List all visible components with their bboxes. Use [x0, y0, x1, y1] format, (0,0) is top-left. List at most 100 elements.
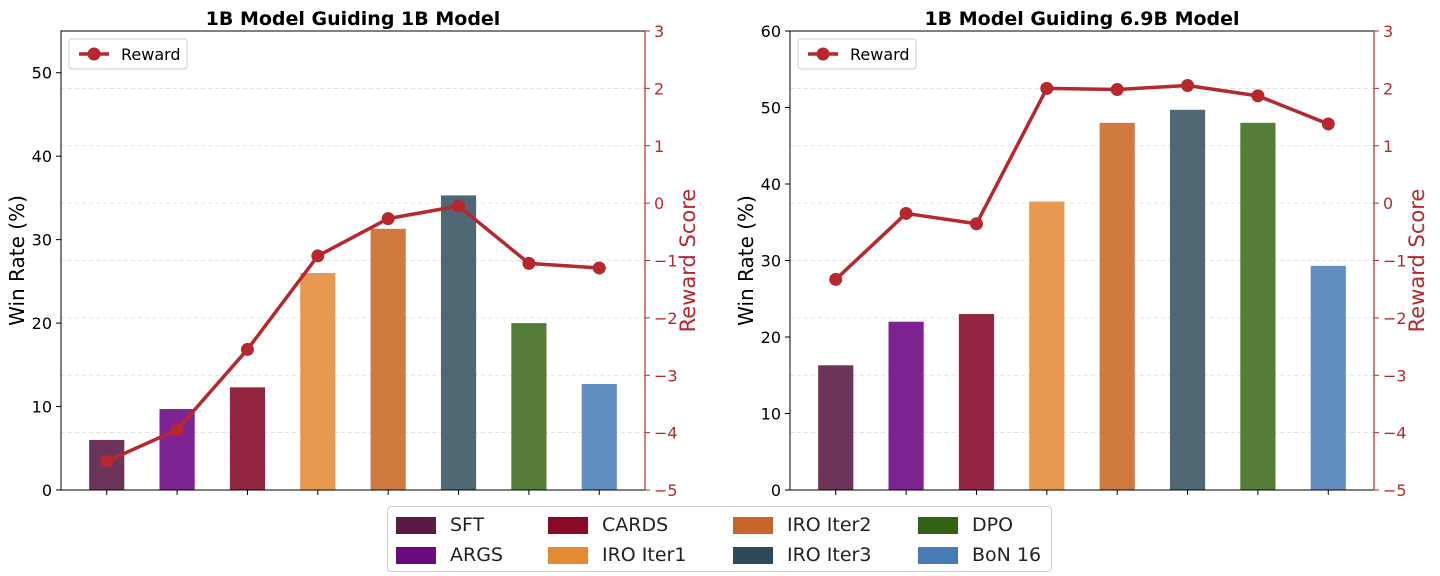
y-tick-label: 50	[761, 99, 781, 118]
reward-point	[1110, 83, 1124, 97]
legend-label-args: ARGS	[450, 544, 503, 566]
bar-dpo	[511, 323, 547, 490]
legend-item-iro-iter1: IRO Iter1	[548, 543, 686, 567]
legend-label-cards: CARDS	[602, 514, 669, 536]
legend: SFT ARGS CARDS IRO Iter1 IRO Iter2 IRO I…	[387, 506, 1052, 572]
reward-point	[311, 249, 325, 263]
reward-point	[899, 206, 913, 220]
y-tick-label: 30	[761, 252, 781, 271]
legend-swatch-iro-iter3	[733, 546, 773, 564]
legend-label-iro-iter3: IRO Iter3	[787, 544, 872, 566]
y2-tick-label: 2	[654, 79, 664, 98]
legend-swatch-iro-iter2	[733, 516, 773, 534]
legend-swatch-sft	[396, 516, 436, 534]
reward-legend-marker	[816, 47, 830, 61]
reward-legend-label: Reward	[850, 45, 910, 64]
reward-point	[100, 454, 114, 468]
y2-tick-label: −3	[654, 366, 678, 385]
legend-swatch-bon-16	[918, 546, 958, 564]
y2-axis-label: Reward Score	[676, 189, 700, 333]
reward-legend	[68, 38, 188, 70]
reward-line	[106, 204, 600, 463]
bar-bon-16	[581, 384, 617, 490]
bar-args	[159, 409, 195, 490]
bar-sft	[818, 365, 854, 490]
y-tick-label: 40	[761, 175, 781, 194]
bar-iro-iter2	[1099, 122, 1135, 491]
reward-point	[969, 217, 983, 231]
y2-tick-label: −3	[1383, 366, 1407, 385]
bar-iro-iter1	[300, 273, 336, 490]
legend-swatch-args	[396, 546, 436, 564]
legend-swatch-cards	[548, 516, 588, 534]
chart-panel-2: 0 10 20 30 40 50 60 −5 −4 −3 −2 −1 0 1 2 3 1B Model Guid…	[734, 8, 1429, 500]
y-tick-label: 50	[32, 64, 52, 83]
bar-iro-iter1	[1029, 201, 1065, 490]
legend-label-bon-16: BoN 16	[972, 544, 1042, 566]
bar-iro-iter3	[1169, 109, 1206, 491]
y2-tick-label: 2	[1383, 79, 1393, 98]
reward-point	[381, 212, 395, 226]
legend-swatch-dpo	[918, 516, 958, 534]
y-tick-label: 60	[761, 22, 781, 41]
y2-tick-label: 0	[654, 194, 664, 213]
bar-cards	[229, 387, 266, 490]
y-tick-label: 10	[32, 398, 52, 417]
legend-item-args: ARGS	[396, 543, 503, 567]
y-tick-label: 0	[42, 481, 52, 500]
legend-item-sft: SFT	[396, 513, 484, 537]
y2-tick-label: −2	[654, 309, 678, 328]
bar-dpo	[1240, 122, 1276, 491]
bar-args	[888, 321, 924, 490]
y2-tick-label: −5	[1383, 481, 1407, 500]
reward-point	[1181, 79, 1195, 93]
legend-item-bon-16: BoN 16	[918, 543, 1041, 567]
y2-tick-label: 3	[654, 22, 664, 41]
y2-tick-label: −2	[1383, 309, 1407, 328]
reward-legend-label: Reward	[121, 45, 181, 64]
legend-label-dpo: DPO	[972, 514, 1014, 536]
reward-point	[592, 261, 606, 275]
reward-legend-marker	[87, 47, 101, 61]
chart-title: 1B Model Guiding 1B Model	[206, 8, 501, 30]
legend-item-iro-iter3: IRO Iter3	[733, 543, 871, 567]
y-tick-label: 30	[32, 231, 52, 250]
y2-tick-label: −5	[654, 481, 678, 500]
legend-item-iro-iter2: IRO Iter2	[733, 513, 871, 537]
y2-tick-label: −4	[654, 424, 678, 443]
reward-point	[829, 272, 843, 286]
legend-swatch-iro-iter1	[548, 546, 588, 564]
bar-iro-iter2	[370, 228, 406, 490]
reward-point	[240, 342, 254, 356]
y2-tick-label: −4	[1383, 424, 1407, 443]
reward-point	[1040, 81, 1054, 95]
y-axis-label: Win Rate (%)	[5, 195, 29, 326]
bar-cards	[958, 314, 995, 490]
y-axis-label: Win Rate (%)	[734, 195, 758, 326]
y-tick-label: 10	[761, 405, 781, 424]
y2-axis-label: Reward Score	[1405, 189, 1429, 333]
y2-tick-label: 0	[1383, 194, 1393, 213]
legend-label-iro-iter2: IRO Iter2	[787, 514, 872, 536]
y2-tick-label: 3	[1383, 22, 1393, 41]
legend-item-cards: CARDS	[548, 513, 668, 537]
chart-panel-1: 0 10 20 30 40 50 −5 −4 −3 −2 −1 0 1 2 3 1B Model Guidin…	[5, 8, 700, 500]
y-tick-label: 20	[32, 314, 52, 333]
reward-point	[522, 256, 536, 270]
bar-iro-iter3	[440, 195, 477, 490]
reward-legend	[797, 38, 917, 70]
y2-tick-label: −1	[1383, 252, 1407, 271]
y-tick-label: 40	[32, 147, 52, 166]
reward-point	[1321, 117, 1335, 131]
bar-bon-16	[1310, 265, 1346, 490]
reward-point	[452, 199, 466, 213]
y2-tick-label: 1	[1383, 137, 1393, 156]
reward-point	[1251, 89, 1265, 103]
reward-point	[170, 423, 184, 437]
legend-item-dpo: DPO	[918, 513, 1013, 537]
y2-tick-label: −1	[654, 252, 678, 271]
chart-title: 1B Model Guiding 6.9B Model	[924, 8, 1239, 30]
legend-label-iro-iter1: IRO Iter1	[602, 544, 687, 566]
